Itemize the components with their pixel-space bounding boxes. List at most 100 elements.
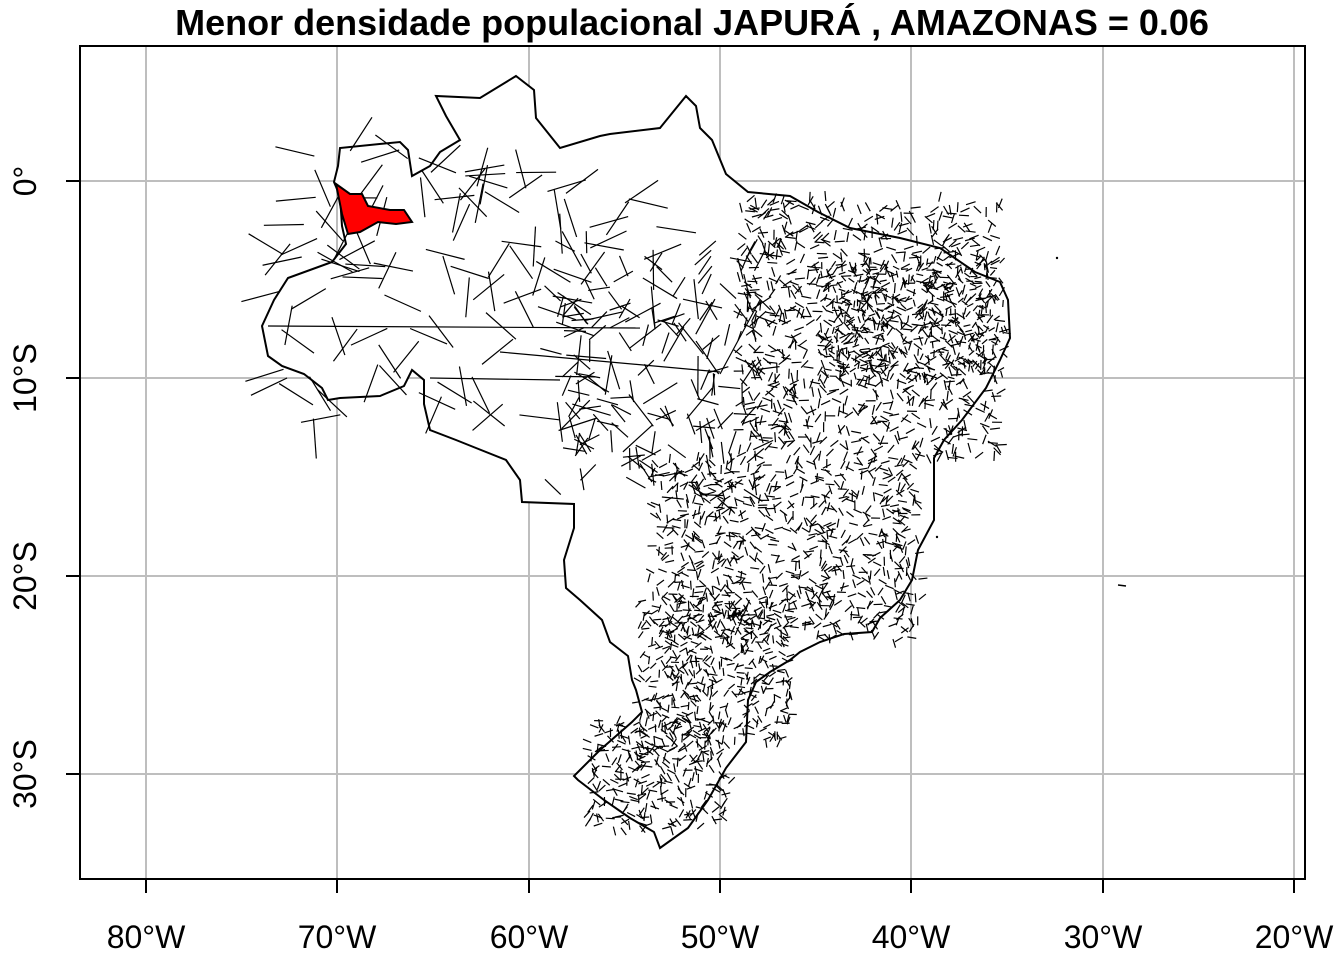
municipal-boundary-segment [851, 307, 859, 312]
municipal-boundary-segment [734, 626, 740, 636]
municipal-boundary-segment [671, 528, 679, 536]
municipal-boundary-segment [950, 242, 961, 248]
municipal-boundary-segment [622, 424, 653, 453]
municipal-boundary-segment [695, 619, 705, 624]
municipal-boundary-segment [749, 288, 760, 291]
municipal-boundary-segment [830, 284, 838, 287]
municipal-boundary-segment [674, 774, 680, 783]
municipal-boundary-segment [970, 365, 974, 373]
municipal-boundary-segment [723, 689, 730, 697]
municipal-boundary-segment [825, 483, 835, 486]
municipal-boundary-segment [618, 332, 632, 352]
municipal-boundary-segment [672, 717, 679, 725]
municipal-boundary-segment [863, 375, 871, 379]
municipal-boundary-segment [869, 374, 876, 381]
municipal-boundary-segment [920, 395, 929, 404]
municipal-boundary-segment [790, 204, 800, 210]
municipal-boundary-segment [995, 443, 1002, 454]
municipal-boundary-segment [948, 222, 958, 229]
municipal-boundary-segment [705, 727, 711, 737]
municipal-boundary-segment [872, 317, 878, 325]
municipal-boundary-segment [985, 303, 987, 314]
municipal-boundary-segment [751, 619, 756, 628]
municipal-boundary-segment [735, 664, 744, 668]
municipal-boundary-segment [868, 532, 878, 536]
municipal-boundary-segment [749, 204, 760, 211]
municipal-boundary-segment [796, 460, 803, 469]
municipal-boundary-segment [737, 292, 748, 296]
municipal-boundary-segment [781, 657, 790, 663]
municipal-boundary-segment [903, 322, 913, 328]
municipal-boundary-segment [823, 369, 828, 377]
municipal-boundary-segment [721, 490, 726, 500]
municipal-boundary-segment [693, 724, 702, 728]
municipal-boundary-segment [892, 517, 901, 524]
municipal-boundary-segment [738, 535, 747, 542]
municipal-boundary-segment [808, 223, 815, 233]
municipal-boundary-segment [872, 621, 879, 630]
municipal-boundary-segment [706, 511, 714, 518]
municipal-boundary-segment [877, 587, 884, 596]
municipal-boundary-segment [755, 719, 759, 728]
municipal-boundary-segment [828, 634, 837, 641]
municipal-boundary-segment [936, 452, 943, 462]
municipal-boundary-segment [859, 366, 867, 370]
municipal-boundary-segment [784, 469, 788, 479]
municipal-boundary-segment [850, 558, 854, 568]
municipal-boundary-segment [790, 230, 801, 235]
municipal-boundary-segment [956, 202, 959, 213]
municipal-boundary-segment [763, 723, 771, 729]
municipal-boundary-segment [378, 344, 402, 379]
municipal-boundary-segment [954, 338, 960, 346]
municipal-boundary-segment [685, 711, 694, 717]
municipal-boundary-segment [693, 279, 699, 320]
municipal-boundary-segment [751, 700, 760, 706]
municipal-boundary-segment [763, 242, 766, 253]
municipal-boundary-segment [900, 303, 907, 310]
municipal-boundary-segment [950, 213, 956, 224]
municipal-boundary-segment [843, 368, 850, 375]
municipal-boundary-segment [894, 464, 904, 468]
municipal-boundary-segment [786, 454, 791, 464]
municipal-boundary-segment [723, 609, 727, 619]
municipal-boundary-segment [745, 210, 756, 213]
municipal-boundary-segment [858, 377, 865, 387]
municipal-boundary-segment [794, 561, 797, 571]
municipal-boundary-segment [680, 704, 689, 708]
municipal-boundary-segment [859, 347, 870, 351]
municipal-boundary-segment [824, 336, 832, 339]
municipal-boundary-segment [805, 221, 816, 226]
municipal-boundary-segment [707, 366, 729, 374]
municipal-boundary-segment [991, 340, 998, 346]
municipal-boundary-segment [964, 265, 968, 273]
municipal-boundary-segment [942, 254, 952, 262]
municipal-boundary-segment [580, 253, 592, 274]
municipal-boundary-segment [810, 495, 820, 499]
municipal-boundary-segment [645, 568, 655, 574]
municipal-boundary-segment [561, 375, 572, 396]
municipal-boundary-segment [701, 471, 707, 481]
municipal-boundary-segment [931, 341, 934, 349]
municipal-boundary-segment [649, 252, 663, 272]
municipal-boundary-segment [695, 571, 699, 581]
municipal-boundary-segment [708, 678, 717, 683]
municipal-boundary-segment [642, 382, 678, 405]
municipal-boundary-segment [891, 295, 899, 300]
municipal-boundary-segment [750, 470, 760, 476]
municipal-boundary-segment [764, 660, 769, 669]
municipal-boundary-segment [713, 630, 722, 637]
municipal-boundary-segment [944, 398, 954, 406]
municipal-boundary-segment [815, 273, 821, 284]
municipal-boundary-segment [907, 557, 911, 567]
municipal-boundary-segment [674, 621, 683, 624]
municipal-boundary-segment [621, 455, 641, 467]
municipal-boundary-segment [840, 370, 846, 377]
municipal-boundary-segment [718, 510, 721, 520]
municipal-boundary-segment [708, 728, 715, 737]
municipal-boundary-segment [732, 540, 739, 549]
municipal-boundary-segment [670, 826, 674, 836]
municipal-boundary-segment [831, 266, 839, 276]
municipal-boundary-segment [783, 512, 788, 523]
municipal-boundary-segment [926, 454, 932, 464]
municipal-boundary-segment [730, 557, 740, 561]
